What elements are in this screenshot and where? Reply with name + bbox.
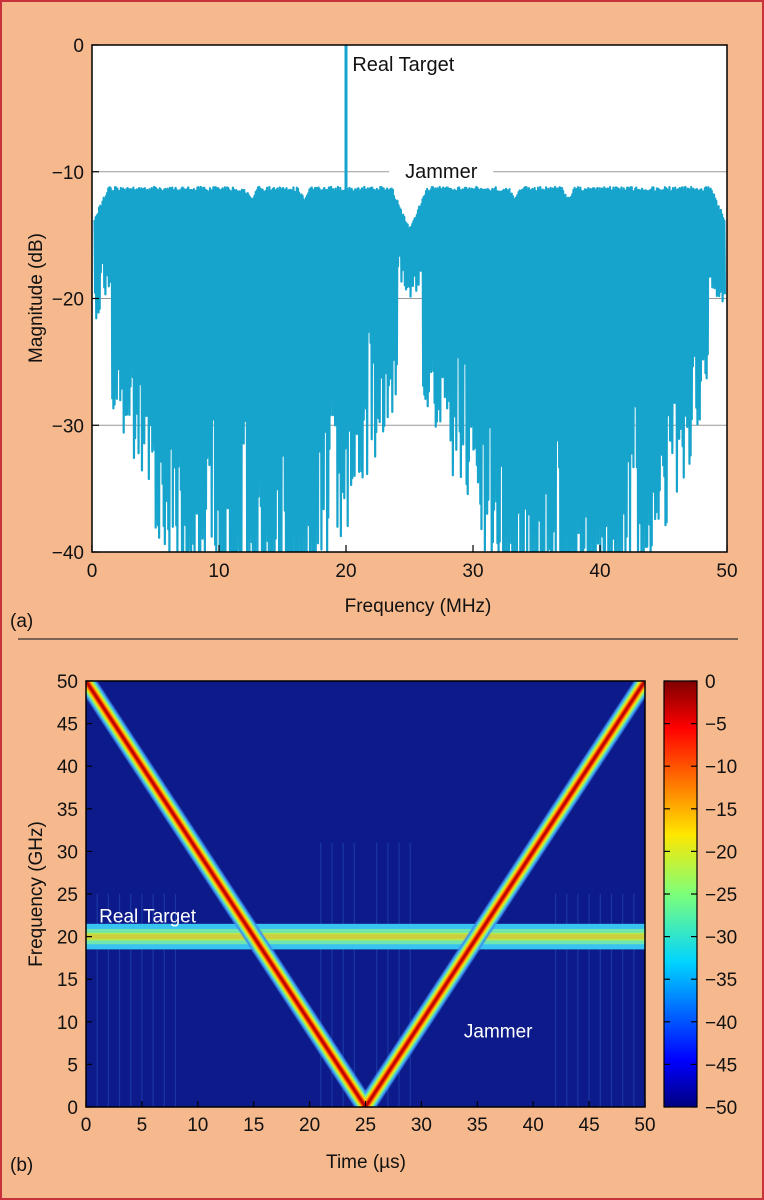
spectral-streak — [599, 894, 601, 1107]
y-tick-label: 15 — [57, 970, 78, 991]
y-axis-label-b: Frequency (GHz) — [26, 821, 47, 967]
y-tick-label: 5 — [67, 1055, 78, 1076]
spectral-streak — [174, 894, 177, 1107]
y-tick-label: 30 — [57, 842, 78, 863]
y-tick-label: −10 — [52, 163, 84, 184]
x-tick-label: 40 — [523, 1115, 544, 1136]
spectral-streak — [577, 894, 579, 1107]
spectral-streak — [409, 842, 411, 1107]
colorbar-tick-label: −25 — [705, 885, 737, 906]
jammer-spectrum — [93, 185, 726, 552]
panel-label-b: (b) — [10, 1155, 33, 1176]
heatmap-background — [86, 681, 645, 1107]
spectral-streak — [152, 894, 154, 1107]
jammer-sweep-trace — [86, 681, 645, 1107]
y-axis-label-a: Magnitude (dB) — [26, 233, 47, 363]
spectral-streak — [387, 842, 389, 1107]
y-tick-label: 35 — [57, 800, 78, 821]
annotation-real-target-a: Real Target — [352, 54, 454, 76]
y-tick-label: −20 — [52, 290, 84, 311]
annotation-jammer-b: Jammer — [464, 1021, 533, 1042]
spectral-streak — [130, 894, 132, 1107]
x-tick-label: 50 — [716, 561, 737, 582]
colorbar-tick-label: −15 — [705, 800, 737, 821]
spectrum-panel: 0−10−20−30−400 10 20 30 40 50 Real Target Jam… — [10, 36, 738, 632]
colorbar-tick-label: −20 — [705, 842, 737, 863]
jammer-label-background-a — [389, 159, 494, 182]
colorbar-tick-label: −50 — [705, 1098, 737, 1119]
colorbar-ticks: 0 −5 −10 −15 −20 −25 −30 −35 −40 −45 −50 — [664, 672, 737, 1119]
spectral-streak — [566, 894, 568, 1107]
colorbar-tick-label: −40 — [705, 1013, 737, 1034]
colorbar-tick-label: −10 — [705, 757, 737, 778]
ticks-a: 0−10−20−30−400 10 20 30 40 50 — [52, 36, 738, 582]
x-tick-label: 0 — [87, 561, 98, 582]
x-tick-label: 20 — [335, 561, 356, 582]
y-tick-label: 0 — [73, 36, 84, 57]
y-tick-label: 40 — [57, 757, 78, 778]
x-tick-label: 35 — [467, 1115, 488, 1136]
spectrogram-panel: 0 5 10 15 20 25 30 35 40 45 50 0 5 10 15 20 25 30 35 40 45 50… — [10, 672, 737, 1176]
colorbar-tick-label: −30 — [705, 928, 737, 949]
heatmap-traces — [86, 681, 645, 1107]
y-tick-label: 20 — [57, 928, 78, 949]
x-tick-label: 30 — [411, 1115, 432, 1136]
x-tick-label: 15 — [243, 1115, 264, 1136]
x-tick-label: 50 — [634, 1115, 655, 1136]
colorbar-tick-label: −45 — [705, 1055, 737, 1076]
spectral-streak — [554, 894, 557, 1107]
y-tick-label: 25 — [57, 885, 78, 906]
spectral-streak — [353, 842, 355, 1107]
y-tick-label: 50 — [57, 672, 78, 693]
spectral-streak — [588, 894, 590, 1107]
y-tick-label: 0 — [67, 1098, 78, 1119]
spectral-streak — [610, 894, 613, 1107]
spectral-streak — [163, 894, 165, 1107]
spectral-streak — [398, 842, 400, 1107]
panel-label-a: (a) — [10, 611, 33, 632]
y-tick-label: −30 — [52, 416, 84, 437]
spectral-streak — [141, 894, 143, 1107]
spectral-streak — [331, 842, 333, 1107]
annotation-real-target-b: Real Target — [99, 906, 197, 927]
spectral-streak — [622, 894, 624, 1107]
ticks-b: 0 5 10 15 20 25 30 35 40 45 50 0 5 10 15 20 25 30 35 40 45 50 — [57, 672, 656, 1136]
annotation-jammer-a: Jammer — [405, 161, 478, 183]
spectral-streak — [376, 842, 378, 1107]
x-tick-label: 0 — [81, 1115, 92, 1136]
colorbar-tick-label: −35 — [705, 970, 737, 991]
spectral-streak — [633, 894, 635, 1107]
x-tick-label: 45 — [579, 1115, 600, 1136]
x-axis-label-b: Time (µs) — [326, 1152, 406, 1173]
y-tick-label: 10 — [57, 1013, 78, 1034]
x-tick-label: 40 — [589, 561, 610, 582]
spectral-streak — [342, 842, 344, 1107]
spectral-streak — [96, 894, 98, 1107]
x-tick-label: 30 — [462, 561, 483, 582]
spectral-streak — [118, 894, 121, 1107]
x-tick-label: 5 — [137, 1115, 148, 1136]
real-target-band-core — [86, 934, 645, 939]
y-tick-label: −40 — [52, 543, 84, 564]
x-tick-label: 10 — [187, 1115, 208, 1136]
y-tick-label: 45 — [57, 715, 78, 736]
jammer-spectrum-trace — [93, 185, 726, 552]
spectral-streak — [320, 842, 322, 1107]
colorbar-tick-label: 0 — [705, 672, 716, 693]
x-tick-label: 25 — [355, 1115, 376, 1136]
spectral-streak — [107, 894, 109, 1107]
x-tick-label: 10 — [208, 561, 229, 582]
x-axis-label-a: Frequency (MHz) — [345, 596, 492, 617]
colorbar-tick-label: −5 — [705, 715, 727, 736]
x-tick-label: 20 — [299, 1115, 320, 1136]
